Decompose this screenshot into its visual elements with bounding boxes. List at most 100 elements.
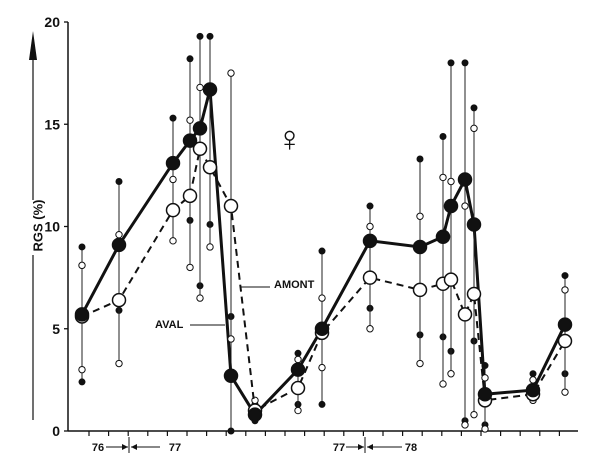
aval-point	[111, 237, 127, 253]
amont-line	[81, 145, 566, 413]
amont-error-cap	[186, 263, 194, 272]
amont-error-cap	[561, 286, 569, 294]
amont-error-cap	[416, 212, 424, 220]
aval-error-cap	[318, 247, 326, 255]
aval-point	[165, 155, 181, 171]
aval-error-cap	[529, 370, 537, 378]
amont-point	[412, 282, 428, 298]
amont-error-cap	[115, 359, 123, 368]
amont-point	[443, 272, 459, 287]
amont-error-cap	[561, 388, 569, 396]
aval-point	[362, 233, 378, 249]
amont-error-cap	[206, 243, 214, 251]
aval-error-cap	[416, 155, 424, 163]
aval-error-cap	[439, 133, 447, 141]
amont-error-cap	[481, 425, 489, 433]
aval-point	[443, 198, 459, 214]
aval-error-cap	[366, 202, 374, 210]
amont-error-cap	[196, 294, 204, 302]
amont-error-cap	[169, 175, 177, 184]
aval-point	[466, 217, 482, 232]
aval-error-cap	[78, 243, 86, 251]
amont-error-cap	[78, 261, 86, 270]
amont-point	[557, 333, 573, 349]
amont-point	[457, 307, 473, 322]
amont-error-cap	[366, 325, 374, 333]
amont-error-cap	[294, 406, 302, 415]
y-tick-label: 10	[44, 219, 60, 235]
aval-error-cap	[294, 349, 302, 357]
annotation-aval: AVAL	[155, 319, 184, 331]
amont-point	[466, 286, 482, 302]
amont-error-cap	[529, 376, 537, 384]
aval-error-cap	[227, 427, 235, 435]
y-tick-label: 15	[44, 116, 60, 132]
aval-point	[412, 239, 428, 255]
aval-error-cap	[447, 59, 455, 67]
aval-error-cap	[561, 272, 569, 280]
x-period-label: 76	[92, 442, 104, 454]
y-axis-label: RGS (%)	[30, 199, 46, 252]
aval-point	[182, 133, 198, 148]
period-arrow-head	[358, 444, 364, 450]
sex-symbol: ♀	[276, 118, 303, 159]
amont-error-cap	[439, 173, 447, 182]
amont-point	[111, 292, 127, 308]
amont-point	[362, 270, 378, 285]
amont-error-cap	[447, 177, 455, 186]
aval-error-cap	[78, 378, 86, 386]
aval-point	[223, 368, 239, 384]
aval-error-cap	[318, 400, 326, 408]
amont-error-cap	[318, 363, 326, 372]
aval-error-cap	[470, 104, 478, 112]
x-period-label: 78	[405, 442, 417, 454]
aval-point	[290, 362, 306, 377]
amont-error-cap	[470, 124, 478, 133]
amont-point	[223, 198, 239, 214]
annotation-amont: AMONT	[274, 279, 315, 291]
aval-point	[557, 317, 573, 332]
amont-error-cap	[294, 355, 302, 364]
period-arrow-head	[131, 444, 137, 450]
aval-error-cap	[115, 178, 123, 186]
aval-point	[74, 307, 90, 322]
period-arrow-head	[367, 444, 373, 450]
aval-point	[435, 229, 451, 244]
aval-point	[247, 407, 263, 422]
amont-error-cap	[318, 294, 326, 302]
aval-point	[525, 382, 541, 398]
aval-point	[202, 82, 218, 97]
y-label-arrow-head	[29, 31, 37, 60]
x-period-label: 77	[333, 442, 345, 454]
amont-point	[290, 380, 306, 396]
aval-point	[192, 121, 208, 136]
amont-error-cap	[78, 365, 86, 374]
aval-point	[314, 321, 330, 336]
amont-point	[192, 141, 208, 157]
amont-error-cap	[416, 359, 424, 368]
aval-error-cap	[461, 59, 469, 67]
amont-error-cap	[470, 410, 478, 419]
amont-point	[165, 202, 181, 218]
amont-error-cap	[481, 374, 489, 382]
y-tick-label: 0	[52, 423, 60, 439]
amont-error-cap	[227, 69, 235, 77]
amont-error-cap	[461, 202, 469, 210]
aval-point	[477, 386, 493, 402]
amont-error-cap	[366, 222, 374, 231]
amont-error-cap	[227, 335, 235, 343]
amont-error-cap	[196, 83, 204, 92]
period-arrow-head	[122, 444, 128, 450]
aval-point	[457, 172, 473, 187]
y-tick-label: 5	[52, 321, 60, 337]
y-tick-label: 20	[44, 14, 60, 30]
amont-error-cap	[115, 230, 123, 239]
amont-error-cap	[461, 421, 469, 429]
amont-error-cap	[439, 380, 447, 388]
amont-error-cap	[169, 237, 177, 245]
aval-error-cap	[196, 32, 204, 40]
amont-error-cap	[447, 370, 455, 378]
aval-error-cap	[186, 55, 194, 63]
aval-error-cap	[169, 114, 177, 122]
